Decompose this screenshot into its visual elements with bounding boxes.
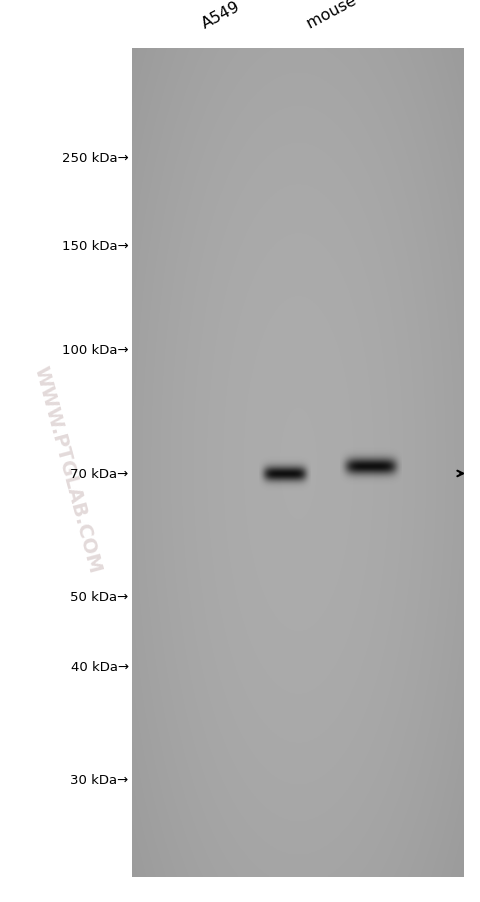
Text: 100 kDa→: 100 kDa→ (62, 344, 129, 356)
Text: 150 kDa→: 150 kDa→ (62, 240, 129, 253)
Text: mouse colon: mouse colon (304, 0, 401, 32)
Text: A549: A549 (199, 0, 242, 32)
Text: 30 kDa→: 30 kDa→ (71, 773, 129, 786)
Text: 40 kDa→: 40 kDa→ (71, 660, 129, 673)
Text: WWW.PTGLAB.COM: WWW.PTGLAB.COM (30, 364, 104, 575)
Text: 250 kDa→: 250 kDa→ (62, 152, 129, 165)
Text: 50 kDa→: 50 kDa→ (71, 591, 129, 603)
Text: 70 kDa→: 70 kDa→ (71, 467, 129, 481)
